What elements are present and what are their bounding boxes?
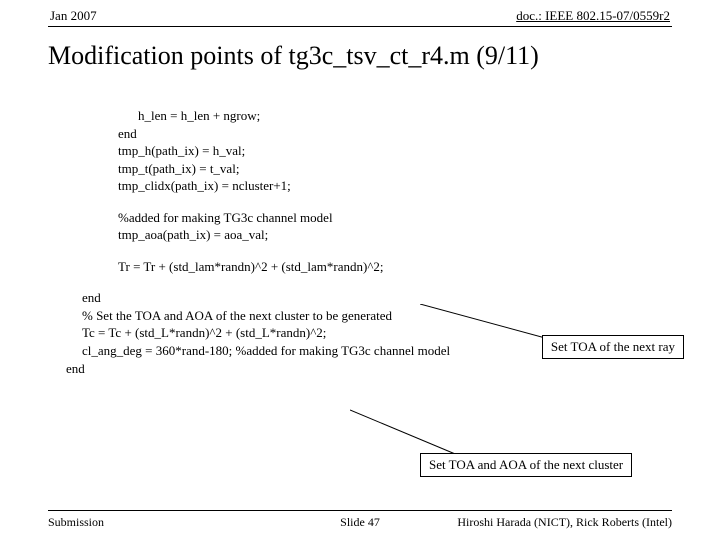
page-title: Modification points of tg3c_tsv_ct_r4.m … [0, 27, 720, 77]
code-line: % Set the TOA and AOA of the next cluste… [82, 307, 672, 325]
code-area: h_len = h_len + ngrow; end tmp_h(path_ix… [0, 77, 720, 377]
footer-row: Submission Slide 47 Hiroshi Harada (NICT… [48, 515, 672, 530]
callout-connector-2 [350, 400, 470, 460]
header-date: Jan 2007 [50, 8, 97, 24]
code-line: %added for making TG3c channel model [118, 209, 672, 227]
header: Jan 2007 doc.: IEEE 802.15-07/0559r2 [0, 0, 720, 26]
code-line: Tr = Tr + (std_lam*randn)^2 + (std_lam*r… [118, 258, 672, 276]
code-block-1: h_len = h_len + ngrow; end tmp_h(path_ix… [48, 107, 672, 195]
code-block-3: Tr = Tr + (std_lam*randn)^2 + (std_lam*r… [48, 258, 672, 276]
code-line: tmp_clidx(path_ix) = ncluster+1; [118, 177, 672, 195]
code-block-5: end [48, 360, 672, 378]
code-line: end [118, 125, 672, 143]
footer-left: Submission [48, 515, 104, 530]
code-line: end [82, 289, 672, 307]
footer-authors: Hiroshi Harada (NICT), Rick Roberts (Int… [457, 515, 672, 530]
callout-box-1: Set TOA of the next ray [542, 335, 684, 359]
code-block-2: %added for making TG3c channel model tmp… [48, 209, 672, 244]
code-line: tmp_aoa(path_ix) = aoa_val; [118, 226, 672, 244]
footer: Submission Slide 47 Hiroshi Harada (NICT… [0, 510, 720, 530]
header-doc-id: doc.: IEEE 802.15-07/0559r2 [516, 8, 670, 24]
code-line: tmp_h(path_ix) = h_val; [118, 142, 672, 160]
callout-box-2: Set TOA and AOA of the next cluster [420, 453, 632, 477]
code-line: end [66, 360, 672, 378]
footer-rule [48, 510, 672, 511]
footer-slide-number: Slide 47 [340, 515, 380, 530]
code-line: tmp_t(path_ix) = t_val; [118, 160, 672, 178]
code-line: h_len = h_len + ngrow; [118, 107, 672, 125]
